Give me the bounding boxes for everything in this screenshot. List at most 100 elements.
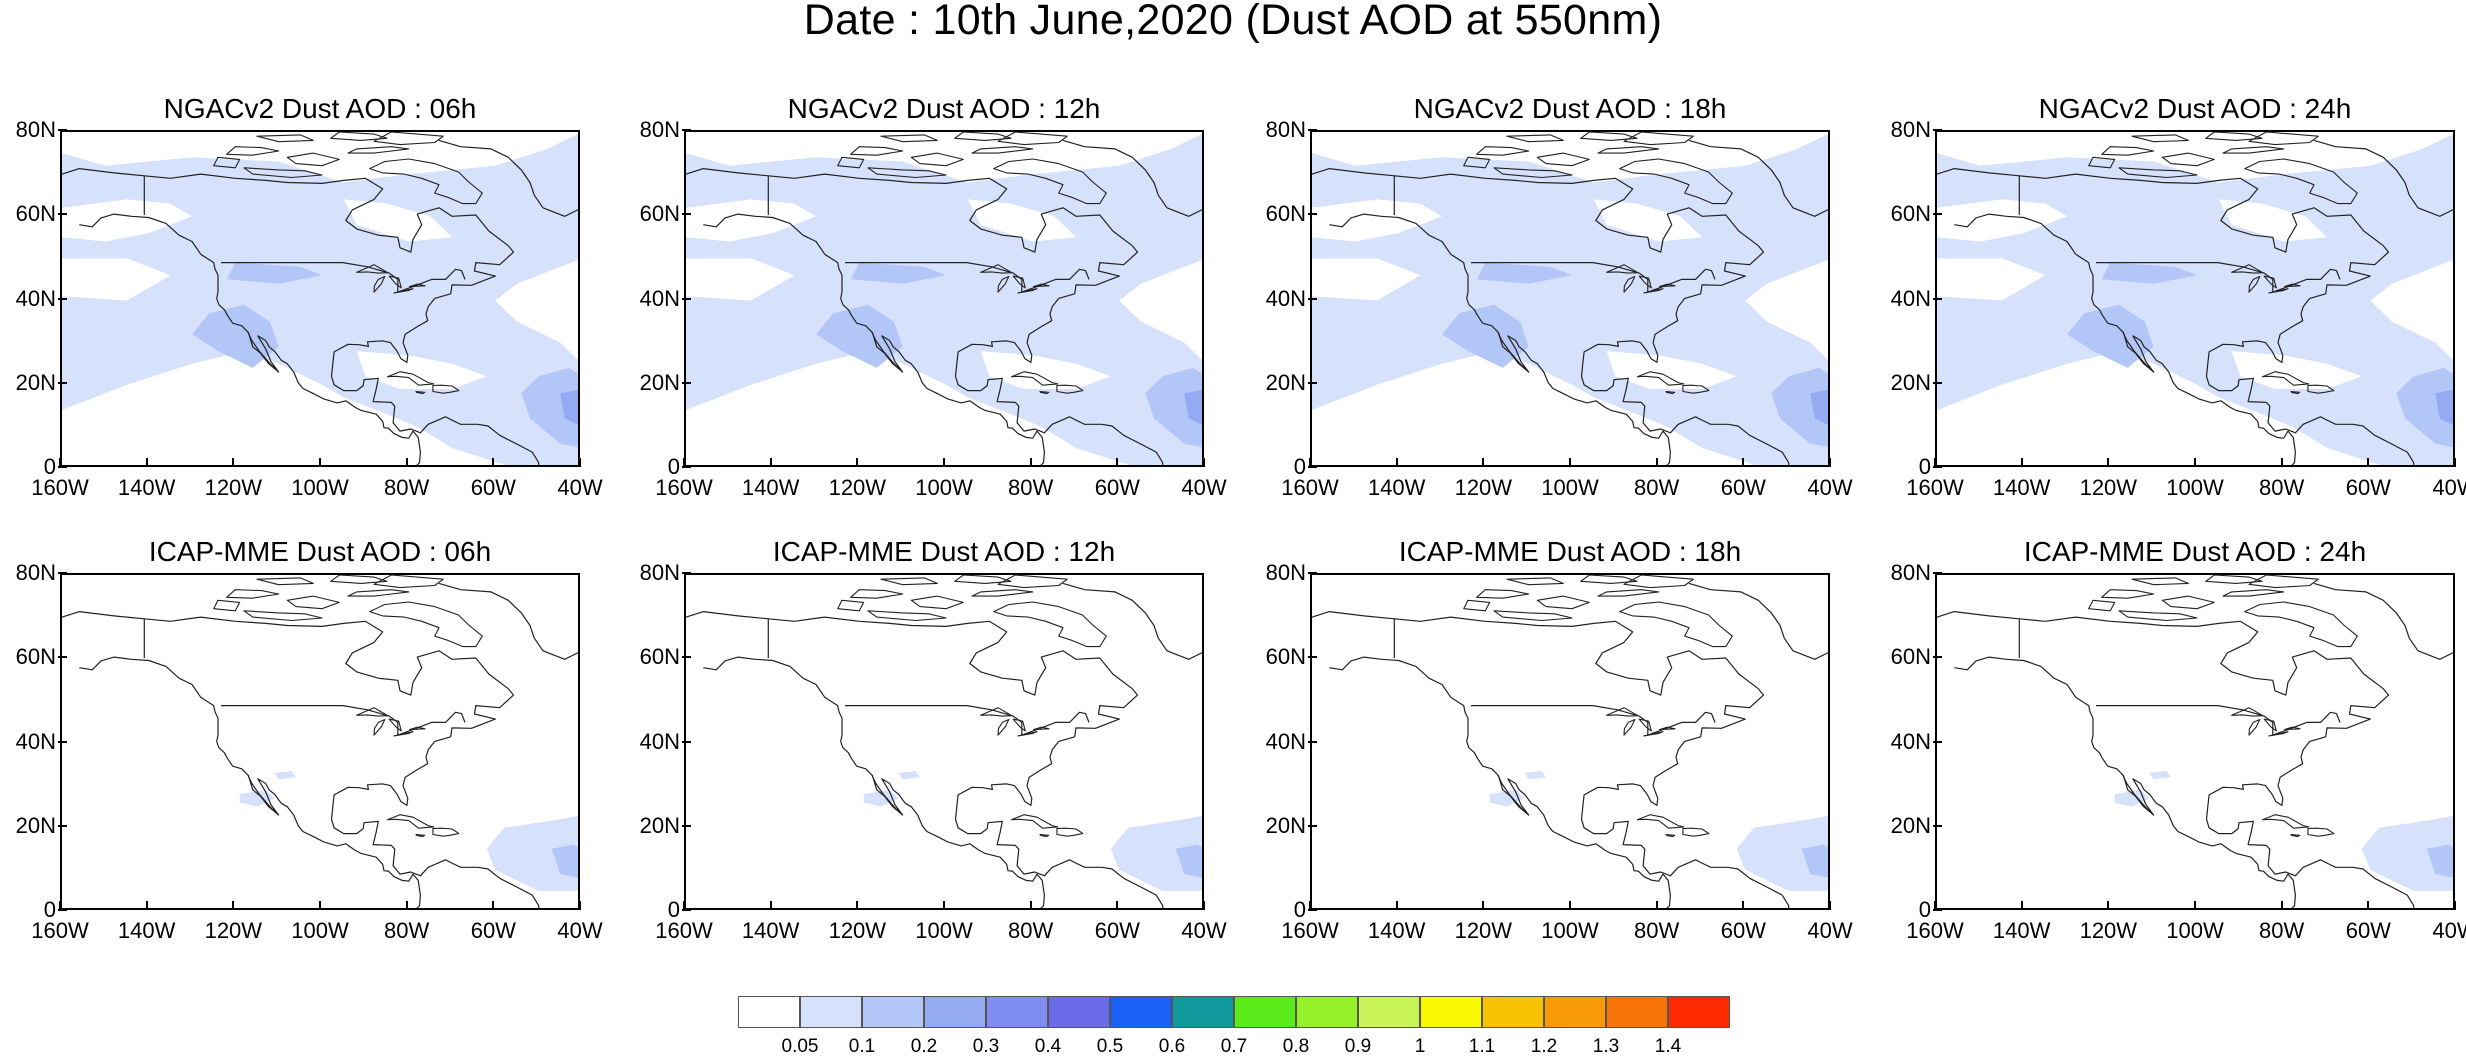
dust-aod-region — [486, 815, 578, 891]
island-outline — [1623, 575, 1694, 589]
island-outline — [415, 390, 426, 395]
longitude-tick-label: 60W — [470, 918, 516, 943]
coastline — [703, 213, 1045, 465]
latitude-tick-label: 40N — [639, 285, 680, 311]
x-tick-mark — [943, 458, 945, 467]
x-tick-mark — [2020, 901, 2023, 910]
y-tick-mark — [1933, 909, 1942, 911]
colorbar-label: 0.2 — [910, 1036, 938, 1057]
island-outline — [2248, 132, 2319, 146]
colorbar-swatch — [1172, 996, 1234, 1028]
map-svg — [62, 575, 578, 908]
island-outline — [971, 146, 1034, 154]
longitude-tick-label: 140W — [1992, 475, 2051, 500]
island-outline — [369, 601, 483, 648]
x-tick-mark — [2367, 458, 2370, 467]
x-tick-mark — [2454, 901, 2456, 910]
dust-aod-region — [850, 262, 946, 284]
map-panel: ICAP-MME Dust AOD : 12h 80N 60N 40N 20N 0 160W… — [640, 536, 1244, 943]
latitude-tick-label: 80N — [1890, 560, 1931, 585]
map-svg — [1312, 575, 1828, 908]
coastline — [62, 167, 540, 465]
dust-aod-region — [343, 199, 452, 242]
latitude-tick-label: 40N — [15, 728, 56, 754]
coastline — [247, 774, 280, 816]
island-outline — [1039, 390, 1050, 395]
island-outline — [997, 575, 1068, 589]
map-panel: ICAP-MME Dust AOD : 18h 80N 60N 40N 20N 0 160W… — [1266, 536, 1870, 943]
colorbar-label: 0.3 — [972, 1036, 1000, 1057]
colorbar-swatch — [1048, 996, 1110, 1028]
y-tick-mark — [58, 466, 67, 468]
colorbar-label: 0.8 — [1282, 1036, 1310, 1057]
latitude-tick-label: 80N — [639, 117, 680, 142]
map-svg — [686, 575, 1202, 908]
island-outline — [243, 610, 323, 622]
y-tick-mark — [1308, 656, 1317, 659]
colorbar-swatch — [800, 996, 862, 1028]
island-outline — [330, 132, 388, 141]
longitude-tick-label: 140W — [1367, 918, 1426, 943]
island-outline — [2268, 731, 2289, 737]
island-outline — [880, 577, 938, 586]
x-tick-mark — [1203, 458, 1205, 467]
island-outline — [1636, 814, 1685, 829]
island-outline — [2101, 146, 2155, 156]
dust-aod-region — [898, 770, 920, 780]
longitude-tick-label: 60W — [1720, 918, 1766, 943]
island-outline — [2261, 814, 2310, 829]
dust-aod-region — [192, 304, 279, 368]
colorbar-swatch — [1420, 996, 1482, 1028]
x-tick-mark — [856, 901, 859, 910]
dust-aod-region — [686, 258, 795, 301]
x-tick-mark — [2020, 458, 2023, 467]
island-outline — [432, 384, 460, 394]
coastline — [1329, 656, 1671, 908]
x-tick-mark — [232, 901, 235, 910]
island-outline — [256, 134, 314, 143]
island-outline — [2088, 599, 2116, 612]
longitude-tick-label: 160W — [1906, 918, 1964, 943]
longitude-tick-label: 160W — [31, 918, 89, 943]
longitude-tick-label: 120W — [2079, 918, 2138, 943]
map-plot-area — [684, 130, 1204, 467]
x-tick-mark — [405, 901, 408, 910]
latitude-tick-label: 0 — [43, 454, 56, 479]
island-outline — [1606, 707, 1639, 717]
island-outline — [1665, 390, 1676, 395]
map-plot-area — [1310, 573, 1830, 910]
island-outline — [997, 275, 1010, 293]
longitude-tick-label: 80W — [1008, 918, 1054, 943]
island-outline — [1010, 814, 1059, 829]
island-outline — [2268, 288, 2289, 294]
island-outline — [1056, 827, 1084, 837]
colorbar-label: 0.1 — [848, 1036, 876, 1057]
x-tick-mark — [579, 901, 581, 910]
map-svg — [686, 132, 1202, 465]
island-outline — [1619, 601, 1733, 648]
longitude-tick-label: 100W — [1541, 918, 1599, 943]
map-plot-area — [684, 573, 1204, 910]
y-tick-mark — [58, 129, 67, 131]
island-outline — [850, 146, 904, 156]
island-outline — [1682, 827, 1710, 837]
y-tick-mark — [58, 381, 67, 384]
latitude-tick-label: 20N — [1890, 812, 1931, 838]
dust-aod-region — [2067, 304, 2154, 368]
colorbar-label: 0.6 — [1158, 1036, 1186, 1057]
island-outline — [2205, 575, 2263, 584]
dust-aod-region — [1524, 770, 1546, 780]
island-outline — [867, 610, 947, 622]
longitude-tick-label: 40W — [557, 475, 603, 500]
island-outline — [1017, 288, 1038, 294]
x-tick-mark — [405, 458, 408, 467]
longitude-tick-label: 120W — [1454, 475, 1513, 500]
island-outline — [347, 146, 410, 154]
island-outline — [2307, 384, 2335, 394]
colorbar-swatch — [1296, 996, 1358, 1028]
x-tick-mark — [769, 458, 772, 467]
map-panel: NGACv2 Dust AOD : 06h 80N 60N 40N 20N 0 160W 14… — [16, 93, 620, 500]
x-tick-mark — [1655, 458, 1658, 467]
island-outline — [373, 275, 386, 293]
island-outline — [1606, 264, 1639, 274]
